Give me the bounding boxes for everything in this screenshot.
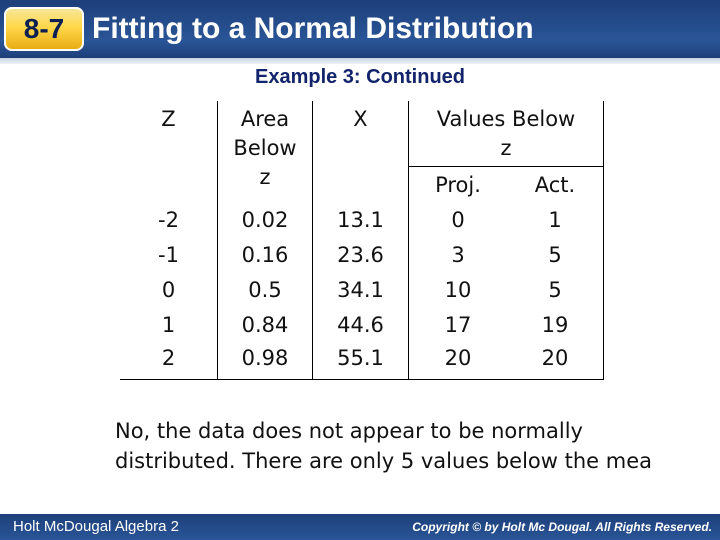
cell-z: 2: [120, 343, 218, 380]
distribution-table: Z Area Below z X Values Below z Proj. Ac…: [120, 101, 604, 380]
conclusion-line2: distributed. There are only 5 values bel…: [115, 449, 653, 473]
header-area-line3: z: [259, 165, 271, 189]
page-title: Fitting to a Normal Distribution: [92, 12, 534, 45]
example-subtitle: Example 3: Continued: [254, 66, 466, 88]
cell-area: 0.02: [217, 203, 313, 238]
cell-x: 44.6: [312, 308, 409, 343]
header-proj: Proj.: [435, 173, 481, 197]
cell-z: 0: [120, 273, 218, 308]
conclusion-line1: No, the data does not appear to be norma…: [115, 419, 583, 443]
cell-act: 20: [507, 343, 604, 380]
cell-act: 1: [507, 203, 604, 238]
header-bar: 8-7 Fitting to a Normal Distribution: [0, 0, 720, 58]
header-values-below-line1: Values Below: [436, 107, 576, 131]
header-area: Area Below z: [217, 101, 313, 203]
cell-act: 19: [507, 308, 604, 343]
lesson-badge: 8-7: [4, 7, 84, 51]
cell-area: 0.16: [217, 238, 313, 273]
cell-x: 55.1: [312, 343, 409, 380]
footer-copyright: Copyright © by Holt Mc Dougal. All Right…: [412, 520, 712, 534]
cell-proj: 3: [451, 243, 465, 267]
cell-x: 34.1: [312, 273, 409, 308]
header-x: X: [312, 101, 409, 203]
cell-proj: 10: [444, 278, 472, 302]
cell-proj: 17: [444, 313, 472, 337]
header-area-line2: Below: [233, 136, 297, 160]
header-divider: [0, 58, 720, 64]
cell-area: 0.84: [217, 308, 313, 343]
cell-z: -1: [120, 238, 218, 273]
cell-area: 0.5: [217, 273, 313, 308]
header-act: Act.: [507, 166, 604, 203]
header-z: Z: [120, 101, 218, 203]
cell-proj: 20: [408, 343, 507, 380]
table-row: -1 0.16 23.6 3 5: [120, 238, 604, 273]
cell-x: 13.1: [312, 203, 409, 238]
table-row: 0 0.5 34.1 10 5: [120, 273, 604, 308]
cell-x: 23.6: [312, 238, 409, 273]
header-values-below-line2: z: [500, 136, 512, 160]
conclusion-text: No, the data does not appear to be norma…: [115, 416, 720, 476]
cell-proj: 0: [451, 208, 465, 232]
cell-z: 1: [120, 308, 218, 343]
cell-act: 5: [507, 273, 604, 308]
footer-bar: Holt McDougal Algebra 2 Copyright © by H…: [0, 514, 720, 540]
header-values-below: Values Below z: [408, 101, 604, 167]
table-header-row: Z Area Below z X Values Below z: [120, 101, 604, 203]
footer-course-name: Holt McDougal Algebra 2: [13, 518, 179, 535]
table-subheader-row: Proj. Act.: [120, 166, 604, 203]
header-z-label: Z: [161, 107, 176, 131]
table-row: -2 0.02 13.1 0 1: [120, 203, 604, 238]
cell-area: 0.98: [217, 343, 313, 380]
table-row: 2 0.98 55.1 20 20: [120, 343, 604, 380]
table-row: 1 0.84 44.6 17 19: [120, 308, 604, 343]
header-x-label: X: [353, 107, 368, 131]
header-area-line1: Area: [240, 107, 290, 131]
cell-z: -2: [120, 203, 218, 238]
lesson-number: 8-7: [23, 13, 65, 44]
cell-act: 5: [507, 238, 604, 273]
